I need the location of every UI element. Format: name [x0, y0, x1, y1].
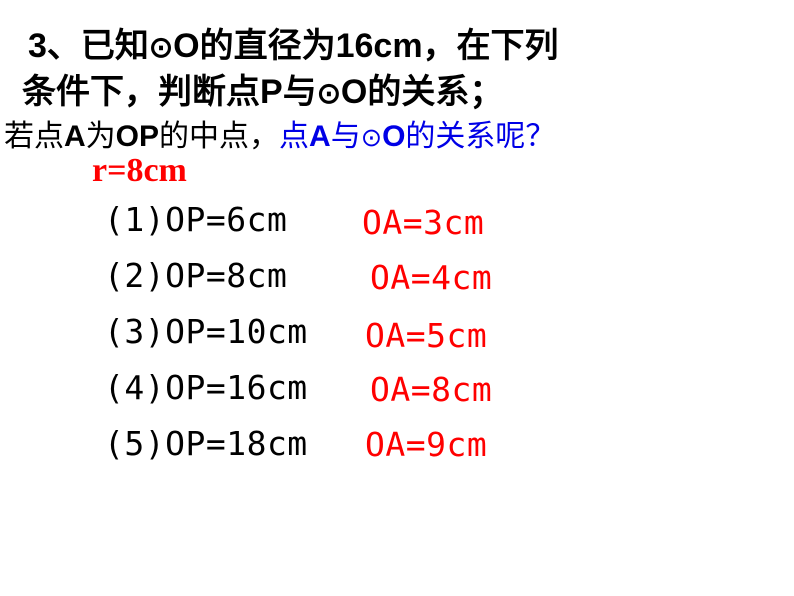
title-O-2: O [341, 73, 367, 111]
oa-item-4: OA=8cm [370, 370, 492, 409]
oa-item-3: OA=5cm [365, 316, 487, 355]
oa-item-1: OA=3cm [362, 203, 484, 242]
title-line-2: 条件下，判断点P与⊙O的关系； [22, 64, 503, 113]
oa-item-2: OA=4cm [370, 258, 492, 297]
title2-text-1: 条件下，判断点 [22, 74, 260, 111]
subtitle-blue-O: O [382, 120, 405, 153]
oa-item-5: OA=9cm [365, 425, 487, 464]
subtitle-blue-A: A [309, 120, 331, 153]
subtitle-text-3: 的中点， [159, 120, 279, 153]
title-diameter: 16cm [336, 27, 423, 65]
title-O-1: O [173, 27, 199, 65]
title-text-2: 的直径为 [200, 28, 336, 65]
title-text-1: 、已知 [47, 28, 149, 65]
title-line-1: 3、已知⊙O的直径为16cm，在下列 [28, 18, 559, 67]
subtitle-blue-1: 点 [279, 120, 309, 153]
op-item-2: (2)OP=8cm [104, 256, 287, 295]
op-item-4: (4)OP=16cm [104, 368, 308, 407]
title2-text-3: 的关系； [367, 74, 503, 111]
op-item-1: (1)OP=6cm [104, 200, 287, 239]
subtitle-OP: OP [116, 120, 159, 153]
op-item-5: (5)OP=18cm [104, 424, 308, 463]
subtitle-blue-circle: ⊙ [361, 123, 382, 152]
subtitle-text-1: 若点 [4, 120, 64, 153]
op-item-3: (3)OP=10cm [104, 312, 308, 351]
subtitle-blue-2: 与 [331, 120, 361, 153]
radius-value: r=8cm [92, 152, 187, 190]
title2-text-2: 与 [283, 74, 317, 111]
circle-symbol-1: ⊙ [149, 32, 173, 64]
title-text-3: ，在下列 [423, 28, 559, 65]
subtitle-A: A [64, 120, 86, 153]
title-number: 3 [28, 27, 47, 65]
circle-symbol-2: ⊙ [317, 78, 341, 110]
subtitle: 若点A为OP的中点，点A与⊙O的关系呢？ [4, 111, 555, 155]
subtitle-text-2: 为 [86, 120, 116, 153]
subtitle-blue-3: 的关系呢？ [405, 120, 555, 153]
title-P: P [260, 73, 283, 111]
